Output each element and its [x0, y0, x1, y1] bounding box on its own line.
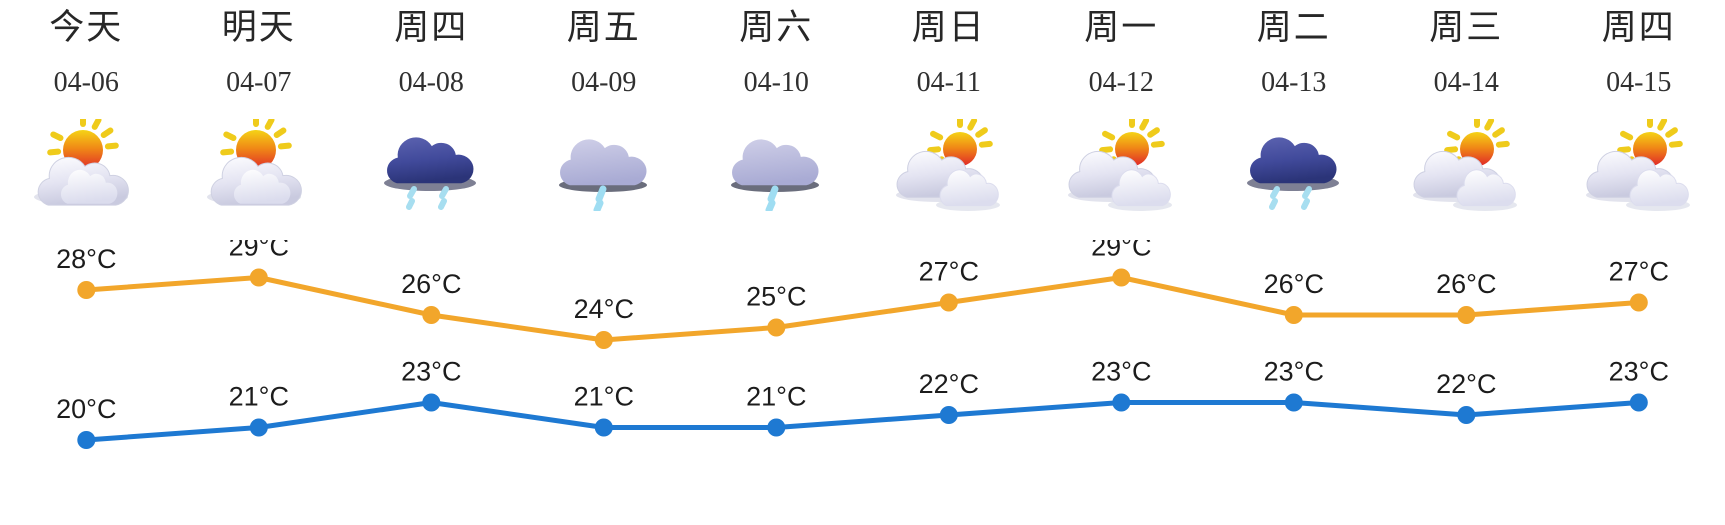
weekday-label: 周四 — [1601, 8, 1676, 47]
weekday-label: 周日 — [911, 8, 986, 47]
low-temperature-line — [83, 400, 1642, 443]
date-label: 04-12 — [1088, 67, 1154, 98]
day-column[interactable]: 周五 04-09 — [518, 0, 691, 211]
sun-behind-clouds-icon — [1056, 119, 1186, 211]
high-temperature-label: 26°C — [1264, 269, 1324, 299]
low-temperature-point[interactable] — [767, 418, 786, 437]
weekday-label: 周二 — [1256, 8, 1331, 47]
sun-behind-cloud-icon — [21, 119, 151, 211]
day-column[interactable]: 周六 04-10 — [690, 0, 863, 211]
weekday-label: 周五 — [566, 8, 641, 47]
light-rain-cloud-icon — [711, 119, 841, 211]
heavy-rain-cloud-icon — [1229, 119, 1359, 211]
weekday-label: 明天 — [221, 8, 296, 47]
low-temperature-label: 22°C — [919, 369, 979, 399]
day-column[interactable]: 周日 04-11 — [863, 0, 1036, 211]
date-label: 04-11 — [916, 67, 981, 98]
date-label: 04-09 — [571, 67, 637, 98]
low-temperature-label: 21°C — [229, 382, 289, 412]
weekday-label: 周三 — [1429, 8, 1504, 47]
high-temperature-point[interactable] — [1629, 293, 1648, 312]
low-temperature-series: 20°C 21°C 23°C 21°C 21°C 22°C 23°C 23°C 22°C 23°C — [56, 357, 1669, 449]
light-rain-cloud-icon — [539, 119, 669, 211]
high-temperature-label: 29°C — [229, 240, 289, 262]
weekday-label: 周六 — [739, 8, 814, 47]
low-temperature-point[interactable] — [1629, 393, 1648, 412]
high-temperature-point[interactable] — [1112, 268, 1131, 287]
low-temperature-point[interactable] — [1457, 406, 1476, 424]
low-temperature-point[interactable] — [422, 393, 441, 412]
high-temperature-point[interactable] — [767, 318, 786, 337]
high-temperature-line — [83, 275, 1642, 343]
day-column[interactable]: 周四 04-15 — [1553, 0, 1725, 211]
low-temperature-point[interactable] — [1284, 393, 1303, 412]
high-temperature-label: 26°C — [401, 269, 461, 299]
weekday-label: 周四 — [394, 8, 469, 47]
temperature-chart-svg: 28°C 29°C 26°C 24°C 25°C 27°C 29°C 26°C 26°C 27°C… — [56, 240, 1669, 449]
low-temperature-label: 23°C — [401, 357, 461, 387]
low-temperature-label: 23°C — [1264, 357, 1324, 387]
temperature-chart: 28°C 29°C 26°C 24°C 25°C 27°C 29°C 26°C 26°C 27°C… — [0, 240, 1725, 525]
low-temperature-label: 23°C — [1609, 357, 1669, 387]
high-temperature-label: 24°C — [574, 294, 634, 324]
low-temperature-point[interactable] — [594, 418, 613, 437]
sun-behind-cloud-icon — [194, 119, 324, 211]
high-temperature-series: 28°C 29°C 26°C 24°C 25°C 27°C 29°C 26°C 26°C 27°C — [56, 240, 1669, 349]
day-column[interactable]: 周四 04-08 — [345, 0, 518, 211]
day-header-grid: 今天 04-06 — [0, 0, 1725, 211]
day-column[interactable]: 今天 04-06 — [0, 0, 173, 211]
high-temperature-point[interactable] — [77, 281, 96, 299]
high-temperature-point[interactable] — [1457, 306, 1476, 324]
high-temperature-label: 26°C — [1436, 269, 1496, 299]
high-temperature-label: 25°C — [746, 282, 806, 312]
sun-behind-clouds-icon — [884, 119, 1014, 211]
date-label: 04-13 — [1261, 67, 1327, 98]
high-temperature-point[interactable] — [422, 306, 441, 324]
high-temperature-label: 28°C — [56, 244, 116, 274]
high-temperature-point[interactable] — [594, 331, 613, 349]
low-temperature-point[interactable] — [939, 406, 958, 424]
low-temperature-label: 22°C — [1436, 369, 1496, 399]
low-temperature-point[interactable] — [1112, 393, 1131, 412]
sun-behind-clouds-icon — [1574, 119, 1704, 211]
date-label: 04-07 — [226, 67, 292, 98]
date-label: 04-15 — [1606, 67, 1672, 98]
high-temperature-point[interactable] — [939, 293, 958, 312]
heavy-rain-cloud-icon — [366, 119, 496, 211]
low-temperature-point[interactable] — [77, 431, 96, 449]
weekday-label: 今天 — [49, 8, 124, 47]
day-column[interactable]: 周三 04-14 — [1380, 0, 1553, 211]
low-temperature-point[interactable] — [249, 418, 268, 437]
day-column[interactable]: 明天 04-07 — [173, 0, 346, 211]
sun-behind-clouds-icon — [1401, 119, 1531, 211]
low-temperature-label: 23°C — [1091, 357, 1151, 387]
high-temperature-point[interactable] — [249, 268, 268, 287]
low-temperature-label: 21°C — [574, 382, 634, 412]
high-temperature-point[interactable] — [1284, 306, 1303, 324]
date-label: 04-14 — [1433, 67, 1499, 98]
day-column[interactable]: 周一 04-12 — [1035, 0, 1208, 211]
high-temperature-label: 27°C — [919, 257, 979, 287]
weekday-label: 周一 — [1084, 8, 1159, 47]
date-label: 04-08 — [398, 67, 464, 98]
high-temperature-label: 29°C — [1091, 240, 1151, 262]
low-temperature-label: 21°C — [746, 382, 806, 412]
high-temperature-label: 27°C — [1609, 257, 1669, 287]
date-label: 04-10 — [743, 67, 809, 98]
day-column[interactable]: 周二 04-13 — [1208, 0, 1381, 211]
low-temperature-label: 20°C — [56, 394, 116, 424]
date-label: 04-06 — [53, 67, 119, 98]
